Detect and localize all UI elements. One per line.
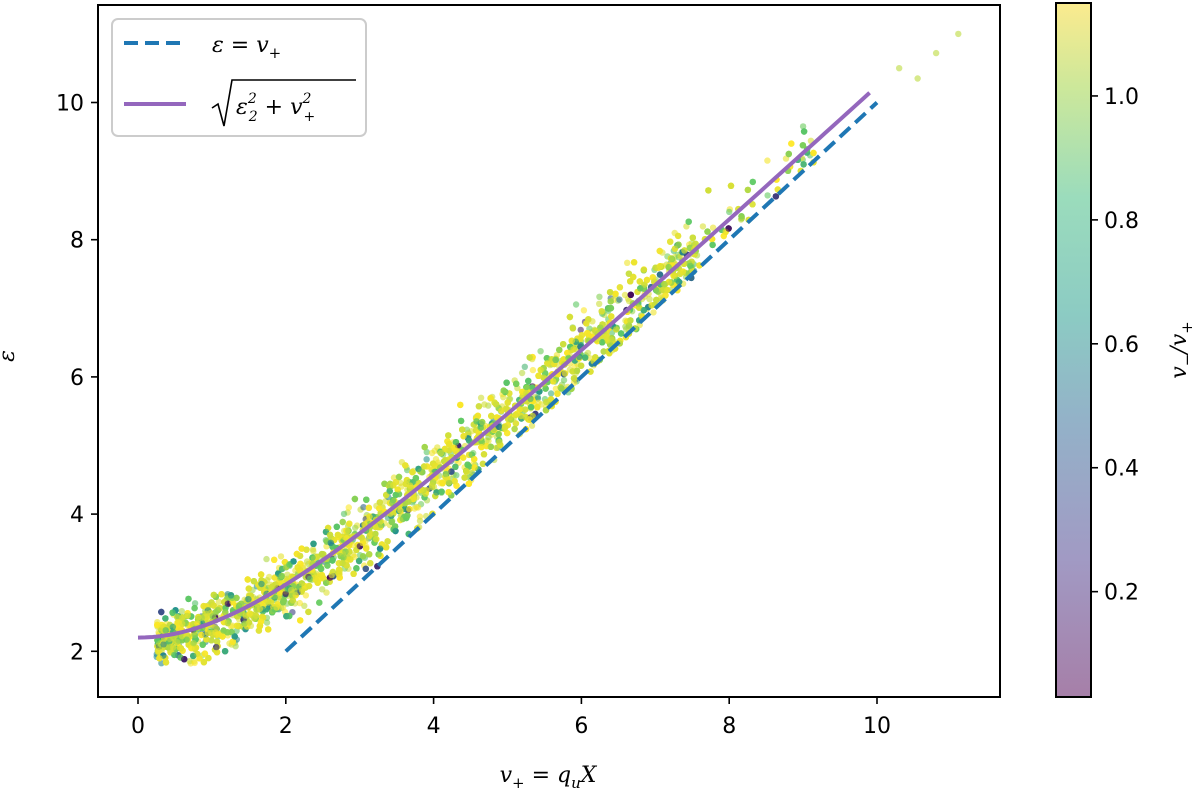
plot-frame xyxy=(97,4,1001,698)
line-epsilon-equals-vplus xyxy=(284,101,879,653)
x-tick-label: 4 xyxy=(427,714,441,739)
y-tick-label: 6 xyxy=(70,366,84,391)
x-tick-label: 0 xyxy=(131,714,145,739)
y-axis: 2 4 6 8 10 xyxy=(56,92,98,665)
colorbar-label: v−/v+ xyxy=(1167,321,1196,378)
colorbar: 0.2 0.4 0.6 0.8 1.0 v−/v+ xyxy=(1055,2,1196,698)
x-tick-label: 2 xyxy=(279,714,293,739)
legend: ε = v+ ε2 2 + v2 + xyxy=(111,18,367,137)
colorbar-tick-label: 0.6 xyxy=(1104,333,1139,358)
y-tick-label: 8 xyxy=(70,229,84,254)
y-tick-label: 10 xyxy=(56,92,84,117)
x-tick-label: 6 xyxy=(574,714,588,739)
colorbar-tick-label: 0.4 xyxy=(1104,457,1139,482)
x-axis-label: v+ = quX xyxy=(500,763,598,791)
x-tick-label: 8 xyxy=(722,714,736,739)
x-tick-label: 10 xyxy=(863,714,891,739)
colorbar-tick-label: 1.0 xyxy=(1104,85,1139,110)
line-sqrt-curve xyxy=(137,91,871,640)
y-tick-label: 4 xyxy=(70,503,84,528)
colorbar-tick-label: 0.2 xyxy=(1104,581,1139,606)
x-axis: 0 2 4 6 8 10 xyxy=(131,697,891,739)
colorbar-tick-label: 0.8 xyxy=(1104,209,1139,234)
y-tick-label: 2 xyxy=(70,640,84,665)
y-axis-label: ε xyxy=(0,350,20,362)
